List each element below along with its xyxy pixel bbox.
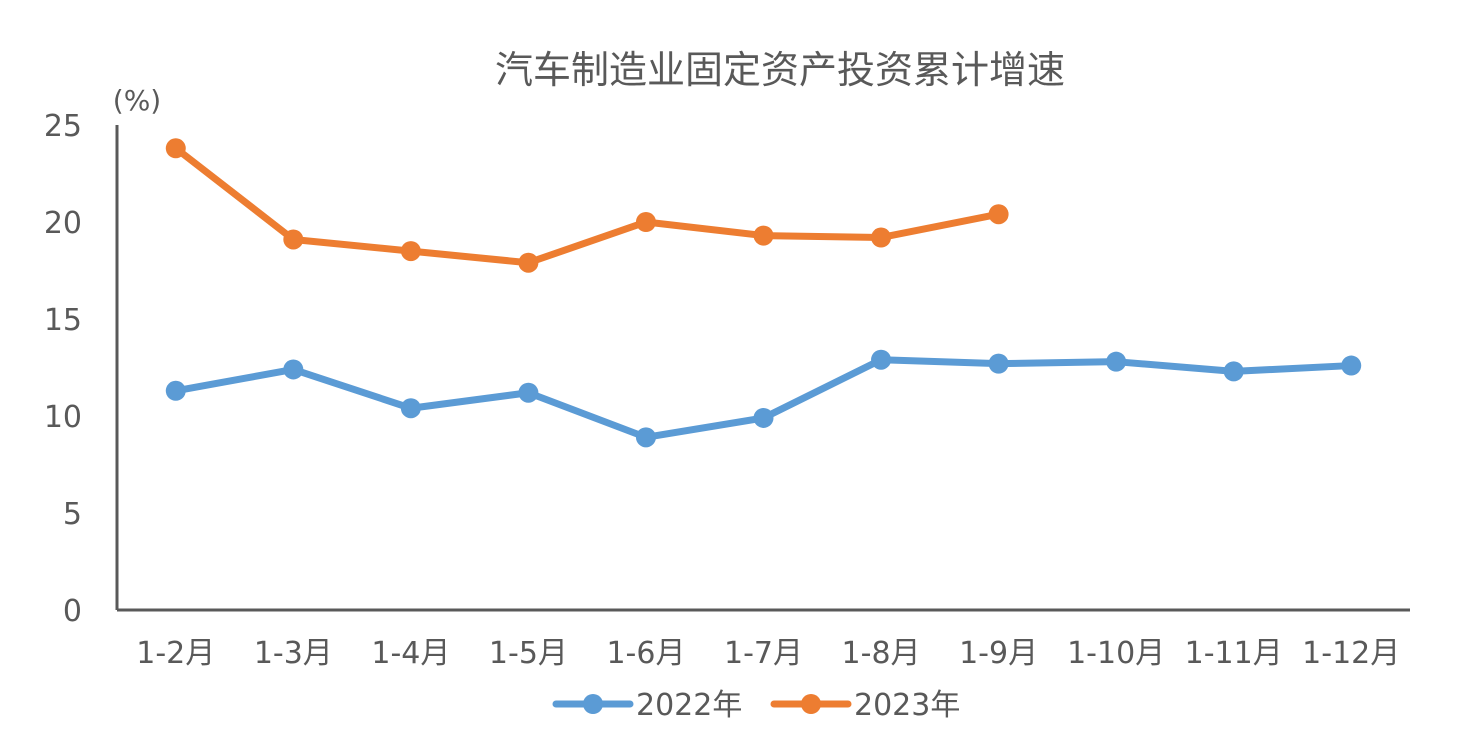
legend-swatch-marker xyxy=(583,694,603,714)
x-tick-label: 1-9月 xyxy=(959,636,1038,671)
data-point xyxy=(165,380,186,401)
x-tick-label: 1-6月 xyxy=(606,636,685,671)
x-tick-label: 1-10月 xyxy=(1067,636,1165,671)
data-point xyxy=(871,227,892,248)
x-tick-label: 1-8月 xyxy=(842,636,921,671)
data-point xyxy=(518,252,539,273)
series-group xyxy=(165,138,1362,448)
x-tick-label: 1-3月 xyxy=(254,636,333,671)
x-tick-label: 1-2月 xyxy=(136,636,215,671)
data-point xyxy=(283,359,304,380)
x-tick-label: 1-4月 xyxy=(371,636,450,671)
data-point xyxy=(165,138,186,159)
legend-item: 2022年 xyxy=(552,688,742,723)
series-2023年 xyxy=(165,138,1009,273)
legend-swatch-marker xyxy=(801,694,821,714)
legend-item: 2023年 xyxy=(770,688,960,723)
legend-label: 2022年 xyxy=(636,688,742,723)
data-point xyxy=(1106,351,1127,372)
y-tick-label: 25 xyxy=(44,109,82,144)
axes xyxy=(115,125,1410,612)
data-point xyxy=(1223,361,1244,382)
chart-title: 汽车制造业固定资产投资累计增速 xyxy=(495,48,1065,92)
y-axis-unit: (%) xyxy=(113,84,161,117)
x-tick-label: 1-5月 xyxy=(489,636,568,671)
data-point xyxy=(400,398,421,419)
series-2022年 xyxy=(165,349,1362,448)
legend: 2022年 2023年 xyxy=(552,688,960,723)
data-point xyxy=(635,427,656,448)
x-tick-label: 1-7月 xyxy=(724,636,803,671)
data-point xyxy=(753,225,774,246)
data-point xyxy=(283,229,304,250)
y-tick-label: 15 xyxy=(44,303,82,338)
data-point xyxy=(988,353,1009,374)
data-point xyxy=(1341,355,1362,376)
series-line xyxy=(172,144,1003,267)
data-point xyxy=(518,382,539,403)
y-tick-label: 10 xyxy=(44,400,82,435)
y-tick-label: 20 xyxy=(44,206,82,241)
tick-labels: 0 5 10 15 20 25 1-2月 1-3月 1-4月 1-5月 1-6月 1-7月 1-8月 1-… xyxy=(44,109,1400,671)
x-tick-label: 1-12月 xyxy=(1302,636,1400,671)
x-tick-label: 1-11月 xyxy=(1185,636,1283,671)
data-point xyxy=(400,241,421,262)
data-point xyxy=(753,407,774,428)
legend-label: 2023年 xyxy=(854,688,960,723)
y-tick-label: 0 xyxy=(63,594,82,629)
data-point xyxy=(871,349,892,370)
data-point xyxy=(988,204,1009,225)
y-tick-label: 5 xyxy=(63,497,82,532)
data-point xyxy=(635,212,656,232)
